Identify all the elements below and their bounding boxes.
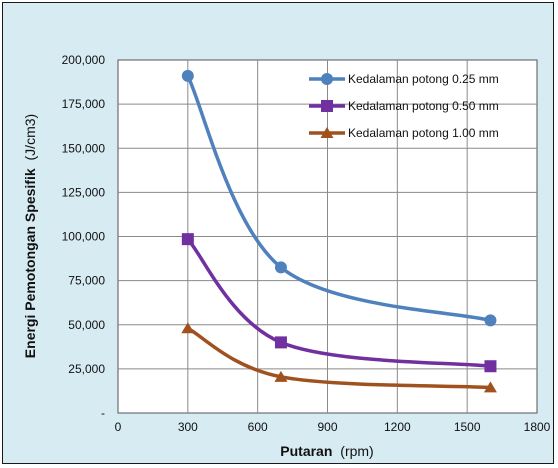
y-tick-label: 100,000: [62, 230, 106, 244]
y-tick-label: 150,000: [62, 141, 106, 155]
data-point: [181, 322, 195, 334]
legend: Kedalaman potong 0.25 mm Kedalaman potong…: [309, 72, 499, 140]
data-point: [274, 370, 288, 382]
data-point: [274, 261, 287, 274]
y-tick-label: -: [101, 406, 105, 420]
x-tick-label: 1500: [454, 420, 481, 434]
x-tick-label: 900: [317, 420, 337, 434]
legend-entry: Kedalaman potong 0.50 mm: [309, 99, 499, 113]
y-tick-label: 25,000: [68, 362, 105, 376]
legend-swatch-marker: [321, 73, 333, 85]
x-tick-label: 0: [115, 420, 122, 434]
series-line: [186, 326, 491, 390]
y-axis-title-main: Energi Pemotongan Spesifik: [22, 168, 38, 358]
y-tick-label: 75,000: [68, 274, 105, 288]
data-point: [484, 360, 497, 373]
chart: - 25,000 50,000 75,000 100,000 125,000 150,000…: [22, 53, 551, 459]
x-tick-label: 600: [248, 420, 268, 434]
legend-entry: Kedalaman potong 0.25 mm: [309, 72, 499, 86]
legend-entry: Kedalaman potong 1.00 mm: [309, 126, 499, 140]
y-tick-label: 175,000: [62, 97, 106, 111]
legend-swatch-marker: [320, 127, 334, 138]
data-point: [484, 314, 497, 327]
legend-label: Kedalaman potong 0.25 mm: [348, 72, 499, 86]
x-tick-label: 1800: [524, 420, 551, 434]
data-point: [181, 69, 194, 82]
y-tick-label: 50,000: [68, 318, 105, 332]
y-tick-label: 125,000: [62, 185, 106, 199]
x-axis-title: Putaran (rpm): [280, 443, 373, 459]
y-tick-label: 200,000: [62, 53, 106, 67]
series-1: [181, 69, 497, 327]
series-2: [181, 233, 497, 373]
series-3: [181, 322, 497, 393]
series-layer: [181, 69, 497, 393]
x-tick-label: 300: [178, 420, 198, 434]
x-axis-ticks: 0 300 600 900 1200 1500 1800: [115, 420, 551, 434]
y-axis-ticks: - 25,000 50,000 75,000 100,000 125,000 150,000…: [62, 53, 106, 420]
legend-label: Kedalaman potong 0.50 mm: [348, 99, 499, 113]
data-point: [181, 233, 194, 246]
data-point: [483, 381, 497, 393]
x-axis-title-unit: (rpm): [340, 443, 373, 459]
legend-swatch-marker: [321, 100, 333, 112]
chart-frame: - 25,000 50,000 75,000 100,000 125,000 150,000…: [2, 2, 554, 464]
y-axis-title: Energi Pemotongan Spesifik (J/cm3): [22, 114, 38, 358]
y-axis-title-unit: (J/cm3): [22, 114, 38, 161]
x-tick-label: 1200: [384, 420, 411, 434]
x-axis-title-main: Putaran: [280, 443, 332, 459]
legend-label: Kedalaman potong 1.00 mm: [348, 126, 499, 140]
data-point: [274, 336, 287, 349]
